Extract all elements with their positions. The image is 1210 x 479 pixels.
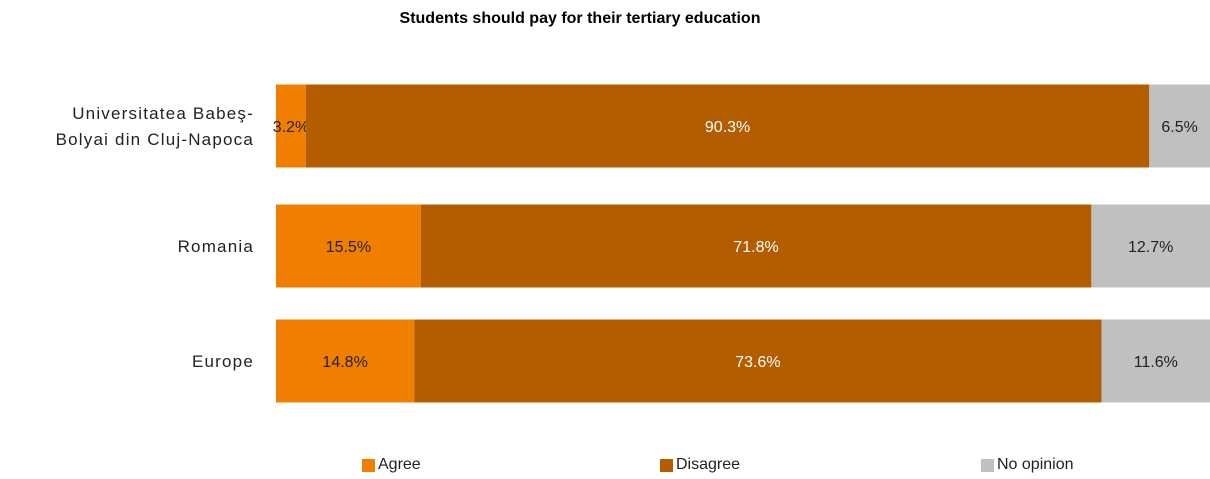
chart-title: Students should pay for their tertiary e… [399, 10, 761, 27]
legend-label-no-opinion: No opinion [997, 456, 1074, 473]
data-label: 14.8% [322, 354, 367, 371]
legend-item-agree: Agree [362, 456, 421, 474]
bar-segment-agree [276, 319, 415, 403]
bar-segment-no-opinion [1149, 84, 1210, 168]
data-label: 6.5% [1161, 119, 1197, 136]
legend-label-agree: Agree [378, 456, 421, 473]
legend-item-no-opinion: No opinion [981, 456, 1074, 474]
legend-swatch-no-opinion [981, 458, 994, 472]
bar-segment-agree [276, 84, 306, 168]
legend-swatch-disagree [660, 458, 673, 472]
data-label: 90.3% [705, 119, 750, 136]
legend-swatch-agree [362, 458, 375, 472]
legend-item-disagree: Disagree [660, 456, 740, 474]
data-label: 73.6% [735, 354, 780, 371]
category-label: Universitatea Babeş- [72, 104, 254, 123]
bar-segment-no-opinion [1091, 204, 1210, 288]
legend-label-disagree: Disagree [676, 456, 741, 473]
data-label: 15.5% [326, 239, 371, 256]
bar-chart: Universitatea Babeş- Bolyai din Cluj-Napo… [56, 84, 1210, 403]
data-label: 12.7% [1128, 239, 1173, 256]
bar-segment-no-opinion [1101, 319, 1210, 403]
bar-segment-disagree [414, 319, 1102, 403]
data-label: 71.8% [733, 239, 778, 256]
category-label: Europe [192, 352, 254, 371]
bar-segment-disagree [305, 84, 1150, 168]
legend: Agree Disagree No opinion [0, 456, 1210, 476]
data-label: 3.2% [273, 119, 309, 136]
data-label: 11.6% [1134, 354, 1178, 371]
category-label: Romania [178, 237, 254, 256]
category-label: Bolyai din Cluj-Napoca [56, 130, 254, 149]
bar-segment-disagree [420, 204, 1092, 288]
bar-segment-agree [276, 204, 421, 288]
